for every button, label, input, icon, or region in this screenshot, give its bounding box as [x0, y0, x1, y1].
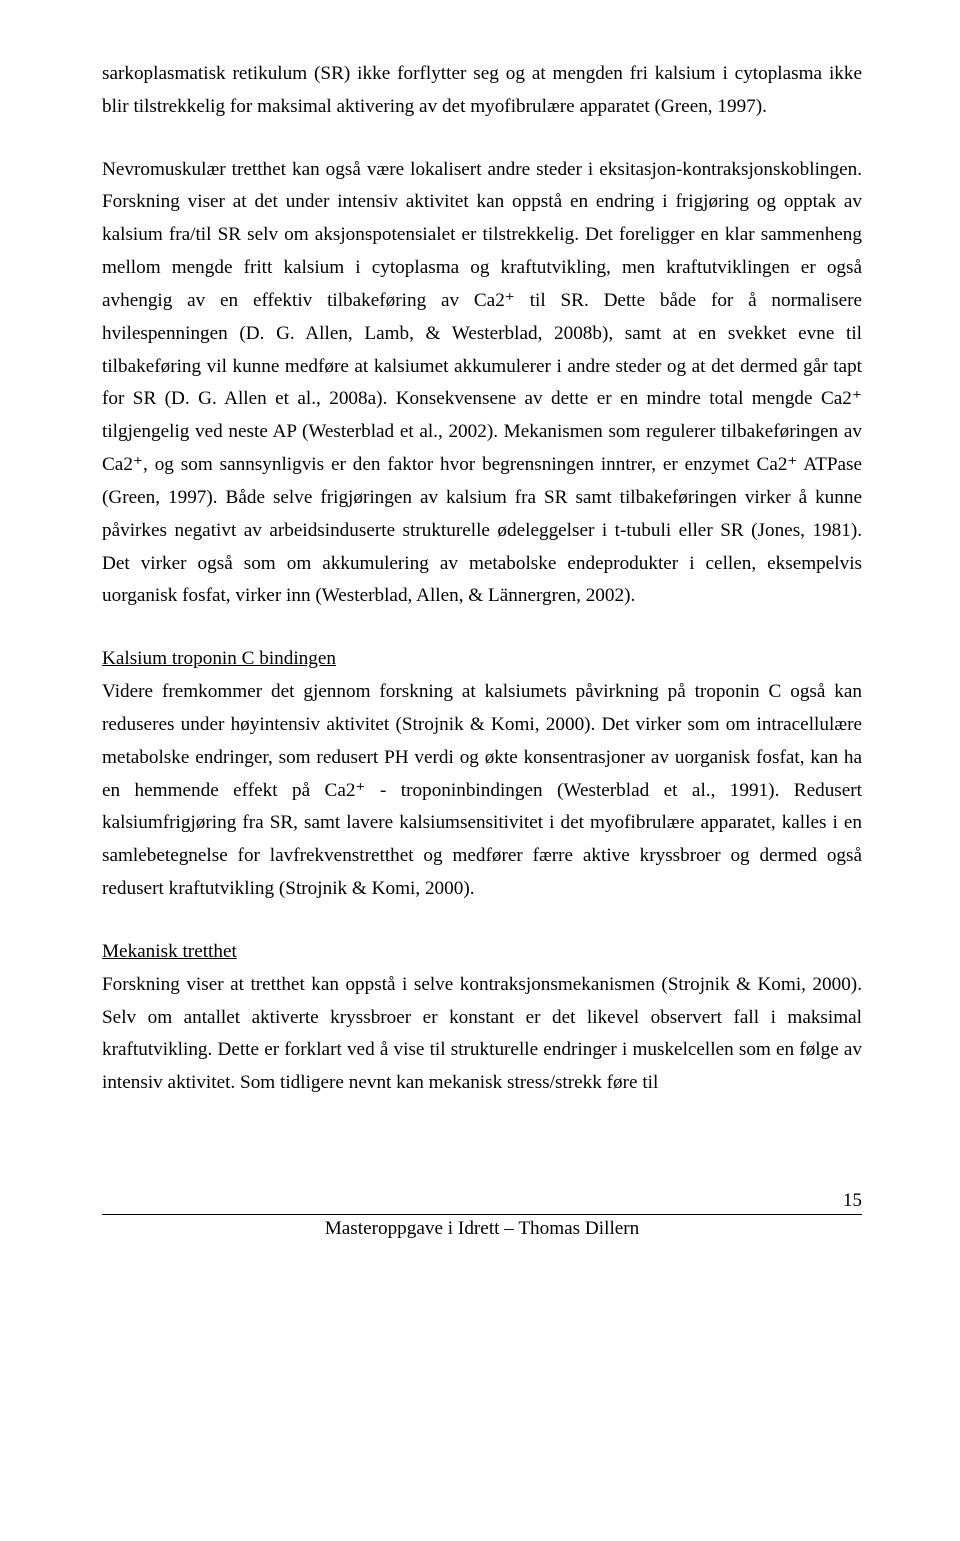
body-paragraph-2: Nevromuskulær tretthet kan også være lok… [102, 154, 862, 614]
footer-title: Masteroppgave i Idrett – Thomas Dillern [102, 1217, 862, 1242]
page-footer: 15 Masteroppgave i Idrett – Thomas Dille… [102, 1190, 862, 1242]
section-heading-mekanisk: Mekanisk tretthet [102, 936, 862, 969]
section-heading-kalsium: Kalsium troponin C bindingen [102, 643, 862, 676]
body-paragraph-1: sarkoplasmatisk retikulum (SR) ikke forf… [102, 58, 862, 124]
page-number: 15 [102, 1190, 862, 1212]
body-paragraph-3: Videre fremkommer det gjennom forskning … [102, 676, 862, 906]
body-paragraph-4: Forskning viser at tretthet kan oppstå i… [102, 969, 862, 1100]
footer-divider [102, 1214, 862, 1215]
